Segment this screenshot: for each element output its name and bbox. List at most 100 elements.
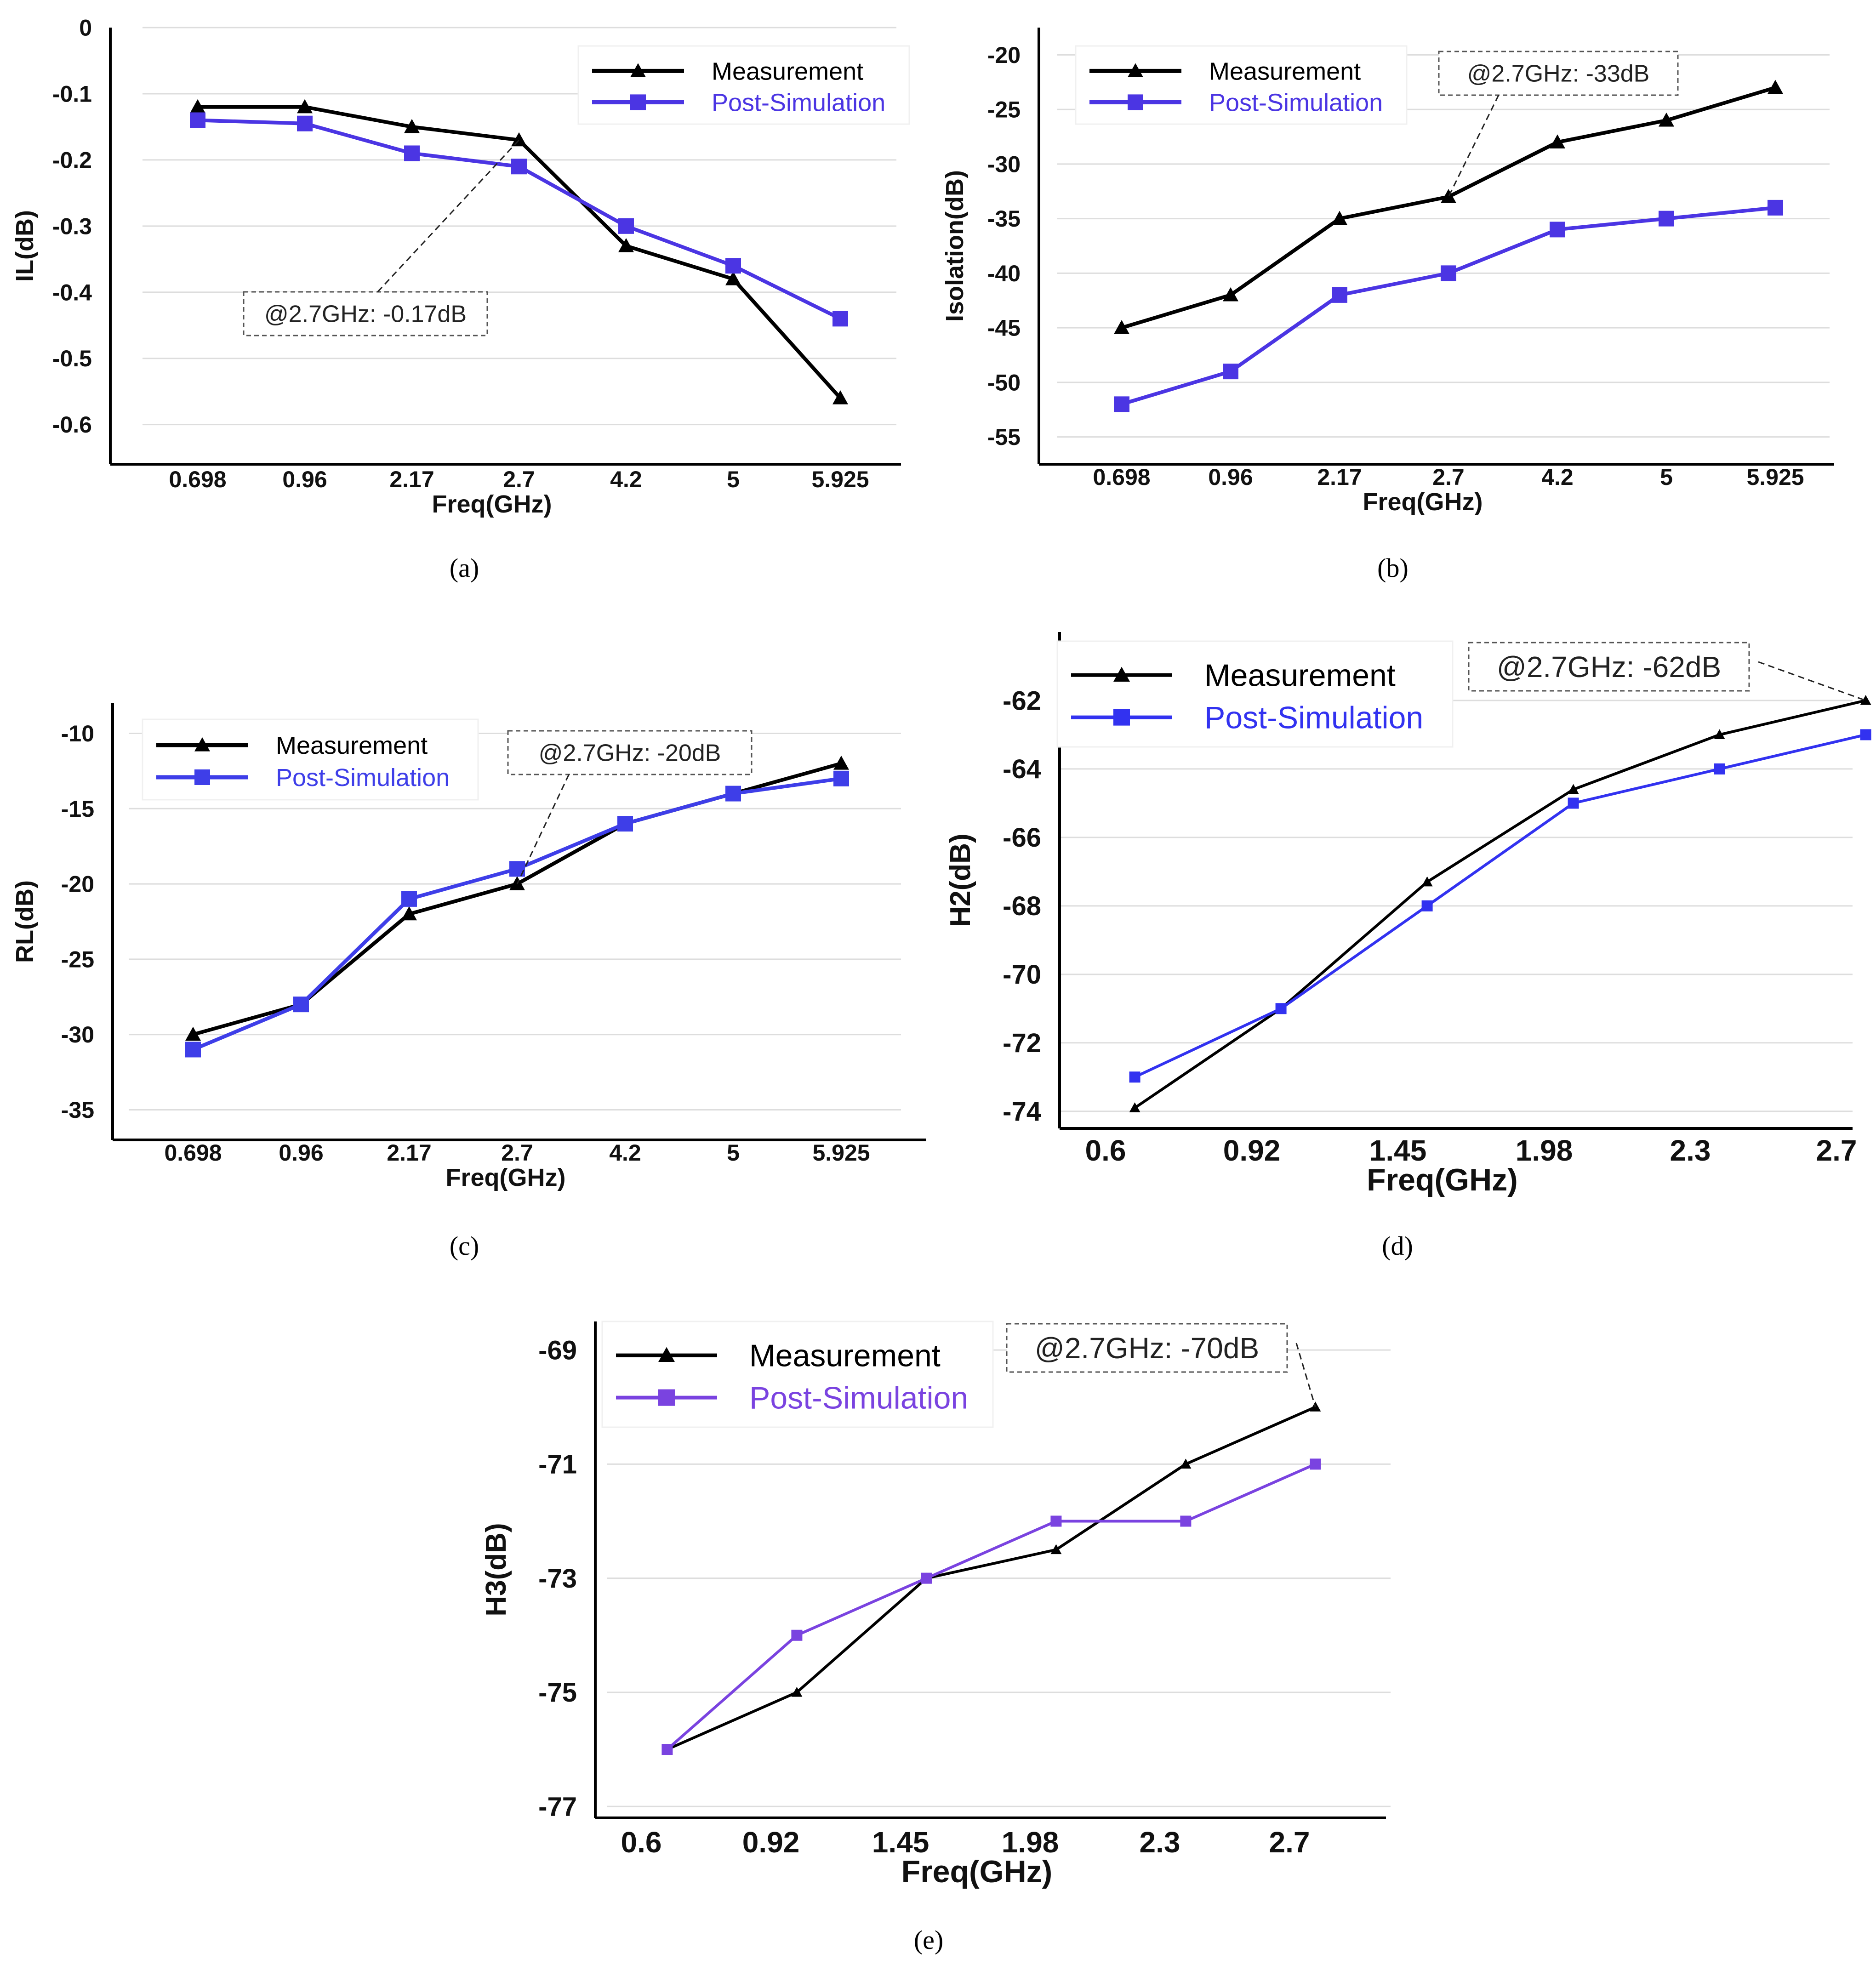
data-point-measurement [833,756,849,770]
y-tick-label: 0 [79,15,92,41]
y-tick-label: -50 [987,370,1021,395]
legend-marker-square [194,769,210,785]
x-tick-label: 2.17 [387,1140,431,1166]
legend-box [577,45,910,125]
data-point-measurement [1050,1544,1062,1555]
series-line-post-simulation [1121,205,1776,406]
data-point-measurement [1550,134,1565,148]
x-axis-title: Freq(GHz) [1363,488,1483,516]
data-point-post-simulation [1568,797,1579,809]
data-point-measurement [401,906,417,921]
legend-marker-triangle [658,1347,675,1362]
y-tick-label: -0.5 [52,346,92,371]
legend-box [1075,45,1408,125]
data-point-post-simulation [511,159,527,175]
data-point-measurement [190,99,205,114]
annotation-box [507,730,753,775]
series-line-measurement [192,762,842,1036]
legend-box [142,718,479,801]
y-tick-label: -75 [538,1678,577,1708]
data-point-measurement [1180,1458,1192,1469]
chart-a: 0 -0.1 -0.2 -0.3 -0.4 -0.5 -0.6 0.698 0.96 2.17 2.… [11,15,910,583]
y-tick-label: -72 [1003,1028,1041,1058]
annotation-leader-line [1448,95,1500,197]
series-line-post-simulation [1134,733,1866,1078]
annotation-text: @2.7GHz: -33dB [1467,61,1650,87]
annotation-leader-line [516,774,570,884]
data-point-post-simulation [1332,287,1347,303]
y-tick-label: -35 [987,206,1021,232]
legend-label-measurement: Measurement [276,732,428,759]
x-axis-title: Freq(GHz) [1367,1162,1518,1197]
data-point-measurement [725,271,741,285]
annotation-text: @2.7GHz: -70dB [1035,1332,1259,1365]
data-point-measurement [1421,876,1433,887]
data-point-measurement [1223,287,1238,302]
y-axis-title: RL(dB) [11,880,39,963]
y-tick-label: -0.2 [52,147,92,173]
legend-box [1056,640,1454,748]
data-point-post-simulation [1275,1003,1287,1014]
y-tick-label: -20 [987,42,1021,68]
data-point-post-simulation [725,786,741,802]
data-point-post-simulation [833,311,848,327]
legend-marker-square [1113,709,1130,726]
y-tick-label: -66 [1003,823,1041,853]
y-tick-label: -0.4 [52,279,92,305]
legend-label-post-simulation: Post-Simulation [712,89,885,116]
legend-marker-triangle [194,737,210,752]
data-point-measurement [404,119,420,133]
data-point-post-simulation [1310,1458,1321,1470]
data-point-post-simulation [617,816,633,832]
legend-label-measurement: Measurement [712,57,863,85]
x-tick-label: 1.98 [1516,1134,1573,1167]
data-point-post-simulation [401,891,417,907]
y-tick-label: -70 [1003,960,1041,990]
data-point-post-simulation [1714,763,1725,774]
data-point-measurement [297,99,313,114]
x-tick-label: 4.2 [1541,464,1574,490]
legend-label-measurement: Measurement [749,1338,941,1373]
x-tick-label: 0.96 [279,1140,323,1166]
data-point-post-simulation [618,218,634,234]
legend-marker-square [658,1389,675,1406]
x-tick-label: 1.45 [1369,1134,1427,1167]
y-tick-label: -15 [61,796,94,822]
panel-caption: (a) [450,553,479,583]
data-point-post-simulation [1223,364,1238,380]
data-point-measurement [1441,189,1456,203]
legend-label-post-simulation: Post-Simulation [1204,700,1423,735]
x-tick-label: 1.98 [1002,1826,1059,1859]
data-point-measurement [1659,112,1674,127]
data-point-measurement [1568,784,1579,794]
annotation-text: @2.7GHz: -0.17dB [264,301,467,328]
x-tick-label: 2.7 [1816,1134,1857,1167]
data-point-post-simulation [293,997,309,1013]
data-point-post-simulation [1050,1515,1062,1527]
x-axis-title: Freq(GHz) [432,490,552,518]
legend-label-measurement: Measurement [1204,658,1396,693]
y-axis-title: Isolation(dB) [941,170,969,322]
data-point-post-simulation [725,258,741,274]
data-point-measurement [511,132,527,147]
x-tick-label: 0.6 [1085,1134,1126,1167]
y-tick-label: -25 [61,946,94,972]
data-point-post-simulation [1114,396,1129,412]
legend-label-post-simulation: Post-Simulation [749,1380,968,1415]
data-point-measurement [1768,80,1783,94]
legend-marker-triangle [1113,666,1130,682]
x-tick-label: 0.698 [1093,464,1150,490]
x-tick-label: 2.7 [501,1140,533,1166]
series-line-post-simulation [192,776,842,1052]
legend-marker-triangle [1128,63,1143,77]
data-point-post-simulation [185,1042,201,1058]
x-tick-label: 0.96 [282,467,327,492]
data-point-post-simulation [297,115,313,131]
data-point-measurement [791,1686,803,1697]
y-tick-label: -68 [1003,891,1041,921]
y-tick-label: -69 [538,1335,577,1365]
chart-c: -10 -15 -20 -25 -30 -35 0.698 0.96 2.17 2.7 4.2 5 5.… [11,703,926,1261]
x-tick-label: 0.698 [164,1140,222,1166]
legend-marker-triangle [630,63,646,77]
